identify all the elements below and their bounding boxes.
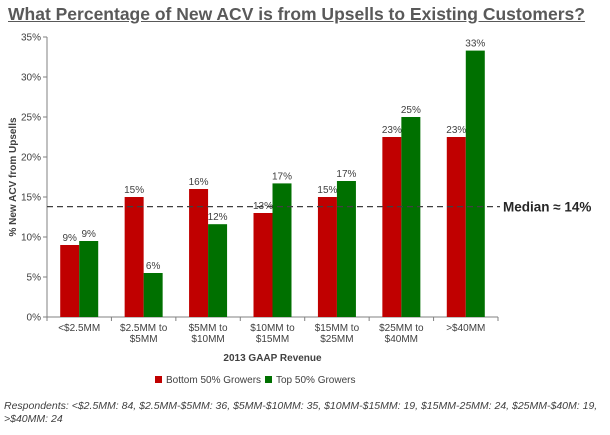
data-label: 17% — [272, 171, 292, 182]
y-tick-label: 0% — [27, 313, 42, 324]
legend-label: Top 50% Growers — [276, 375, 355, 386]
respondents-note: Respondents: <$2.5MM: 84, $2.5MM-$5MM: 3… — [4, 400, 598, 425]
bar — [382, 137, 402, 317]
bar — [143, 273, 163, 317]
chart-title: What Percentage of New ACV is from Upsel… — [8, 4, 585, 24]
data-label: 13% — [253, 201, 273, 212]
bar — [60, 245, 80, 317]
bar — [465, 50, 485, 317]
x-tick-label: $15MM — [256, 334, 289, 345]
median-label: Median ≈ 14% — [503, 200, 591, 215]
data-label: 15% — [124, 185, 144, 196]
x-tick-label: $10MM to — [250, 323, 295, 334]
y-tick-label: 25% — [21, 113, 41, 124]
data-label: 23% — [382, 125, 402, 136]
y-tick-label: 10% — [21, 233, 41, 244]
y-tick-label: 15% — [21, 193, 41, 204]
bar — [208, 224, 228, 317]
x-tick-label: <$2.5MM — [58, 323, 100, 334]
x-tick-label: >$40MM — [446, 323, 485, 334]
legend-swatch — [265, 376, 272, 383]
y-tick-label: 30% — [21, 73, 41, 84]
data-label: 9% — [81, 229, 96, 240]
x-tick-label: $15MM to — [315, 323, 360, 334]
x-tick-label: $5MM — [130, 334, 158, 345]
x-axis-title: 2013 GAAP Revenue — [223, 353, 322, 364]
bar-chart: 0% 5% 10% 15% 20% 25% 30% 35% 9% 9% <$2.5MM 15% 6% $2… — [8, 33, 591, 387]
bar — [336, 181, 356, 317]
bar — [79, 241, 99, 317]
y-tick-label: 5% — [27, 273, 42, 284]
bar — [401, 117, 421, 317]
data-label: 17% — [336, 169, 356, 180]
x-tick-label: $2.5MM to — [120, 323, 168, 334]
bar — [272, 183, 292, 317]
x-tick-label: $25MM to — [379, 323, 424, 334]
data-label: 23% — [446, 125, 466, 136]
data-label: 15% — [317, 185, 337, 196]
y-tick-label: 35% — [21, 33, 41, 44]
y-axis-title: % New ACV from Upsells — [8, 117, 19, 237]
y-tick-label: 20% — [21, 153, 41, 164]
x-tick-label: $10MM — [191, 334, 224, 345]
x-tick-label: $40MM — [385, 334, 418, 345]
data-label: 6% — [146, 261, 161, 272]
data-label: 9% — [62, 233, 77, 244]
legend-swatch — [155, 376, 162, 383]
data-label: 33% — [465, 39, 485, 50]
x-tick-label: $5MM to — [189, 323, 228, 334]
legend-label: Bottom 50% Growers — [166, 375, 261, 386]
x-tick-label: $25MM — [320, 334, 353, 345]
bar — [124, 197, 144, 317]
data-label: 16% — [189, 177, 209, 188]
bar — [317, 197, 337, 317]
data-label: 12% — [208, 212, 228, 223]
data-label: 25% — [401, 105, 421, 116]
bar — [446, 137, 466, 317]
bar — [253, 213, 273, 317]
bar — [189, 189, 209, 317]
